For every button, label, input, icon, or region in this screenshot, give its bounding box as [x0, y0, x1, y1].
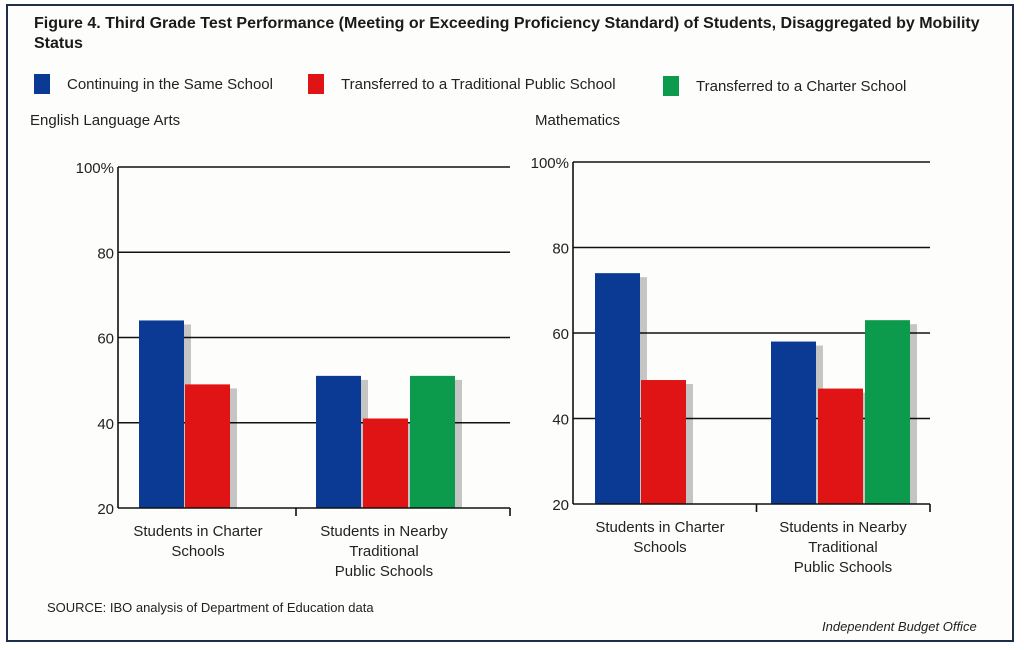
- ela-category-label: Students in Nearby: [320, 523, 448, 540]
- math-ytick-label: 80: [552, 241, 569, 258]
- ela-ytick-label: 100%: [76, 160, 114, 177]
- math-bar-continuing: [771, 341, 816, 504]
- legend-swatch-traditional: [308, 74, 324, 94]
- legend-label-continuing: Continuing in the Same School: [67, 75, 273, 93]
- legend-item-charter: Transferred to a Charter School: [663, 76, 906, 96]
- legend-swatch-charter: [663, 76, 679, 96]
- ela-bar-charter: [410, 375, 455, 508]
- ela-bar-traditional: [363, 418, 408, 508]
- ela-category-label: Traditional: [349, 543, 418, 560]
- math-ytick-label: 60: [552, 326, 569, 343]
- credit-line: Independent Budget Office: [822, 619, 977, 634]
- math-category-label: Public Schools: [794, 559, 892, 576]
- ela-ytick-label: 80: [97, 245, 114, 262]
- math-category-label: Students in Nearby: [779, 519, 907, 536]
- source-note: SOURCE: IBO analysis of Department of Ed…: [47, 600, 374, 615]
- math-category-label: Students in Charter: [595, 519, 724, 536]
- math-category-label: Schools: [633, 539, 686, 556]
- ela-ytick-label: 20: [97, 501, 114, 518]
- ela-bar-continuing: [316, 375, 361, 508]
- panel-title-ela: English Language Arts: [30, 112, 181, 129]
- ela-ytick-label: 60: [97, 331, 114, 348]
- math-bar-continuing: [595, 273, 640, 504]
- legend-swatch-continuing: [34, 74, 50, 94]
- legend: Continuing in the Same School Transferre…: [0, 74, 1024, 98]
- figure-title: Figure 4. Third Grade Test Performance (…: [34, 15, 980, 52]
- math-category-label: Traditional: [808, 539, 877, 556]
- legend-label-traditional: Transferred to a Traditional Public Scho…: [341, 75, 616, 93]
- math-bar-traditional: [641, 380, 686, 504]
- math-bar-charter: [865, 320, 910, 504]
- ela-category-label: Students in Charter: [133, 523, 262, 540]
- legend-item-traditional: Transferred to a Traditional Public Scho…: [308, 74, 616, 94]
- math-bar-traditional: [818, 388, 863, 504]
- panel-title-math: Mathematics: [535, 112, 621, 129]
- ela-bar-continuing: [139, 320, 184, 508]
- math-ytick-label: 40: [552, 412, 569, 429]
- math-ytick-label: 20: [552, 497, 569, 514]
- ela-category-label: Public Schools: [335, 563, 433, 580]
- ela-bar-traditional: [185, 384, 230, 508]
- ela-ytick-label: 40: [97, 416, 114, 433]
- ela-category-label: Schools: [171, 543, 224, 560]
- legend-item-continuing: Continuing in the Same School: [34, 74, 273, 94]
- math-ytick-label: 100%: [531, 155, 569, 172]
- legend-label-charter: Transferred to a Charter School: [696, 77, 907, 95]
